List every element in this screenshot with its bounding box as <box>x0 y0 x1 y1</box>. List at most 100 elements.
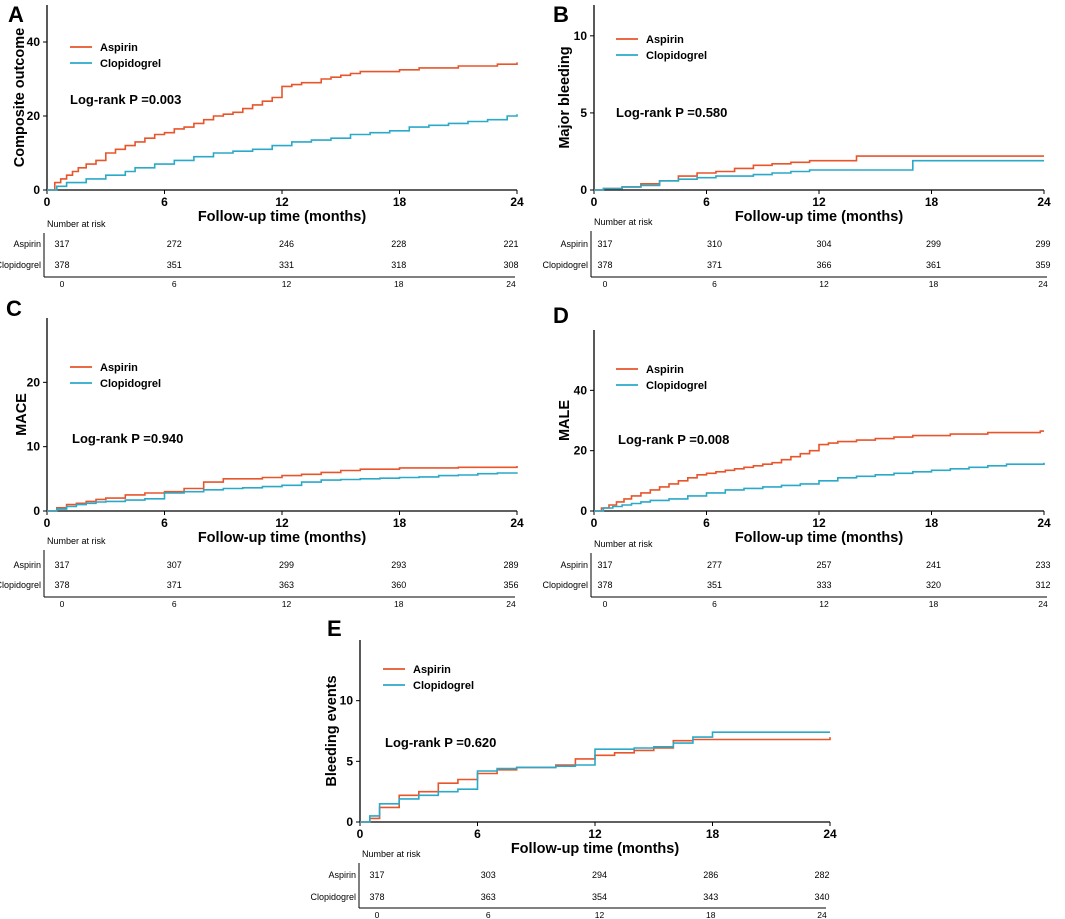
x-tick-label: 24 <box>510 516 524 530</box>
risk-value: 286 <box>703 870 718 880</box>
y-tick-label: 20 <box>574 444 588 458</box>
y-axis-label: Composite outcome <box>12 28 28 167</box>
risk-table-tick-label: 0 <box>603 599 608 609</box>
panel-letter: D <box>553 303 569 328</box>
risk-value: 303 <box>481 870 496 880</box>
risk-value: 360 <box>391 580 406 590</box>
risk-table-tick-label: 18 <box>929 279 939 289</box>
panel-letter: A <box>8 2 24 27</box>
risk-table-tick-label: 6 <box>712 279 717 289</box>
risk-table-tick-label: 18 <box>394 279 404 289</box>
series-line-clopidogrel <box>594 462 1045 512</box>
risk-row-label: Aspirin <box>13 560 41 570</box>
risk-value: 363 <box>279 580 294 590</box>
risk-value: 221 <box>503 239 518 249</box>
risk-row-label: Clopidogrel <box>542 580 588 590</box>
series-line-aspirin <box>594 155 1044 191</box>
y-tick-label: 10 <box>27 440 41 454</box>
risk-value: 320 <box>926 580 941 590</box>
risk-value: 361 <box>926 260 941 270</box>
risk-row-label: Clopidogrel <box>310 892 356 902</box>
x-tick-label: 6 <box>161 195 168 209</box>
risk-row-label: Aspirin <box>328 870 356 880</box>
risk-value: 378 <box>54 580 69 590</box>
panel-e: E 0 6 12 18 24 0 5 10 Follow-up time (months) Blee… <box>310 616 837 919</box>
legend-label-clopidogrel: Clopidogrel <box>646 50 707 62</box>
risk-value: 371 <box>167 580 182 590</box>
x-tick-label: 6 <box>703 195 710 209</box>
risk-table-tick-label: 6 <box>712 599 717 609</box>
x-tick-label: 24 <box>823 827 837 841</box>
panel-b: B 0 6 12 18 24 0 5 10 Follow-up time (months) Majo… <box>542 2 1051 289</box>
series-line-aspirin <box>594 430 1044 512</box>
risk-value: 293 <box>391 560 406 570</box>
risk-value: 356 <box>503 580 518 590</box>
risk-table-tick-label: 18 <box>706 910 716 919</box>
risk-value: 378 <box>54 260 69 270</box>
panel-d: D 0 6 12 18 24 0 20 40 Follow-up time (months) MAL… <box>542 303 1051 609</box>
risk-row-label: Clopidogrel <box>0 260 41 270</box>
x-tick-label: 12 <box>812 195 826 209</box>
logrank-annotation: Log-rank P =0.580 <box>616 105 727 120</box>
legend-label-aspirin: Aspirin <box>100 362 138 374</box>
risk-value: 312 <box>1035 580 1050 590</box>
risk-value: 308 <box>503 260 518 270</box>
legend-label-aspirin: Aspirin <box>100 42 138 54</box>
x-tick-label: 6 <box>703 516 710 530</box>
risk-row-label: Aspirin <box>13 239 41 249</box>
risk-table-tick-label: 0 <box>60 599 65 609</box>
risk-value: 272 <box>167 239 182 249</box>
series-line-aspirin <box>47 466 518 512</box>
risk-table-header: Number at risk <box>47 219 106 229</box>
x-tick-label: 12 <box>812 516 826 530</box>
panel-a: A 0 6 12 18 24 0 20 40 Follow-up time (months) Com… <box>0 2 524 289</box>
risk-value: 317 <box>54 239 69 249</box>
legend-label-clopidogrel: Clopidogrel <box>100 378 161 390</box>
x-axis-label: Follow-up time (months) <box>511 841 680 857</box>
risk-value: 299 <box>1035 239 1050 249</box>
risk-table-header: Number at risk <box>594 539 653 549</box>
risk-value: 343 <box>703 892 718 902</box>
risk-value: 289 <box>503 560 518 570</box>
y-tick-label: 10 <box>574 29 588 43</box>
y-axis-label: MACE <box>14 393 30 436</box>
x-tick-label: 12 <box>275 516 289 530</box>
x-tick-label: 18 <box>925 195 939 209</box>
y-axis-label: Bleeding events <box>324 675 340 786</box>
risk-table-tick-label: 6 <box>172 599 177 609</box>
risk-table-header: Number at risk <box>47 536 106 546</box>
y-tick-label: 40 <box>574 383 588 397</box>
risk-value: 340 <box>814 892 829 902</box>
risk-value: 366 <box>816 260 831 270</box>
risk-table-tick-label: 6 <box>486 910 491 919</box>
risk-value: 277 <box>707 560 722 570</box>
legend-label-clopidogrel: Clopidogrel <box>646 380 707 392</box>
x-tick-label: 0 <box>44 516 51 530</box>
risk-value: 378 <box>597 260 612 270</box>
risk-value: 354 <box>592 892 607 902</box>
x-tick-label: 0 <box>44 195 51 209</box>
x-tick-label: 0 <box>357 827 364 841</box>
x-tick-label: 24 <box>510 195 524 209</box>
x-axis-label: Follow-up time (months) <box>198 209 367 225</box>
risk-table-tick-label: 12 <box>282 279 292 289</box>
y-tick-label: 20 <box>27 375 41 389</box>
legend-label-aspirin: Aspirin <box>413 664 451 676</box>
logrank-annotation: Log-rank P =0.008 <box>618 432 729 447</box>
y-axis-label: MALE <box>557 400 573 441</box>
legend-label-clopidogrel: Clopidogrel <box>413 680 474 692</box>
risk-table-tick-label: 24 <box>817 910 827 919</box>
y-tick-label: 0 <box>346 815 353 829</box>
risk-table-tick-label: 18 <box>394 599 404 609</box>
risk-value: 257 <box>816 560 831 570</box>
risk-value: 363 <box>481 892 496 902</box>
risk-value: 299 <box>279 560 294 570</box>
y-tick-label: 10 <box>340 694 354 708</box>
x-axis-label: Follow-up time (months) <box>735 209 904 225</box>
panel-c: C 0 6 12 18 24 0 10 20 Follow-up time (months) MAC… <box>0 296 524 609</box>
series-line-aspirin <box>47 62 518 191</box>
y-tick-label: 5 <box>580 106 587 120</box>
risk-row-label: Clopidogrel <box>542 260 588 270</box>
x-tick-label: 18 <box>393 195 407 209</box>
